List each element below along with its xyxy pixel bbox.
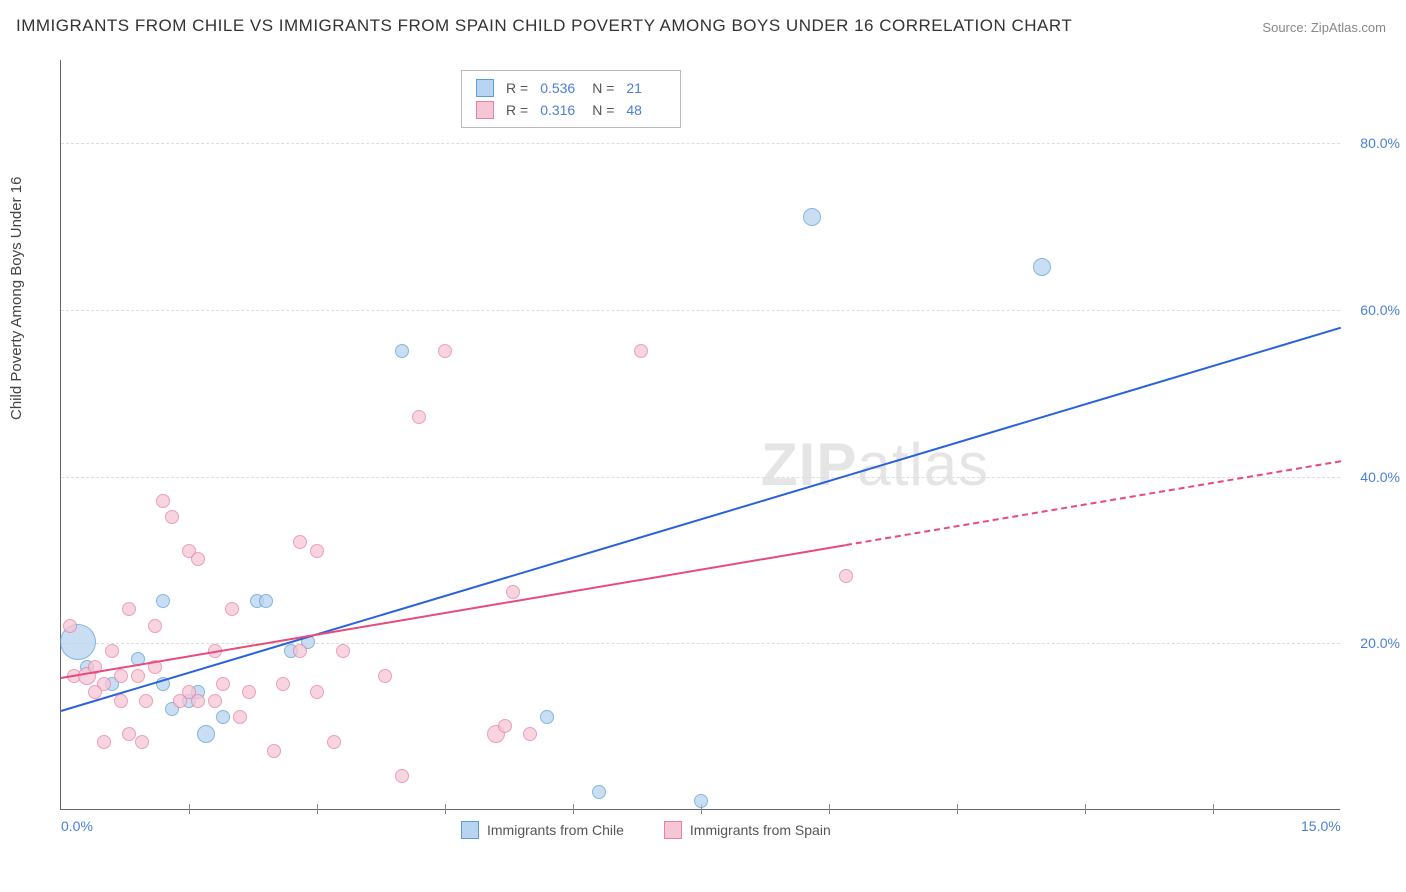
legend-stat-row: R = 0.316 N = 48 xyxy=(476,99,666,121)
data-point[interactable] xyxy=(523,727,537,741)
x-tick-label: 15.0% xyxy=(1301,818,1341,834)
data-point[interactable] xyxy=(197,725,215,743)
data-point[interactable] xyxy=(1033,258,1051,276)
legend-n-label: N = xyxy=(592,99,614,121)
legend-series-item[interactable]: Immigrants from Spain xyxy=(664,821,831,839)
legend-r-value: 0.536 xyxy=(540,77,580,99)
x-tick xyxy=(1085,804,1086,814)
data-point[interactable] xyxy=(122,727,136,741)
trend-line xyxy=(846,460,1341,546)
source-link[interactable]: ZipAtlas.com xyxy=(1311,20,1386,35)
data-point[interactable] xyxy=(216,677,230,691)
source-attribution: Source: ZipAtlas.com xyxy=(1262,20,1386,35)
trend-line xyxy=(61,327,1342,712)
data-point[interactable] xyxy=(694,794,708,808)
data-point[interactable] xyxy=(114,694,128,708)
legend-series: Immigrants from Chile Immigrants from Spa… xyxy=(461,821,831,839)
legend-swatch xyxy=(664,821,682,839)
data-point[interactable] xyxy=(156,594,170,608)
legend-n-value: 48 xyxy=(626,99,666,121)
data-point[interactable] xyxy=(327,735,341,749)
gridline xyxy=(61,310,1340,311)
data-point[interactable] xyxy=(97,735,111,749)
legend-swatch xyxy=(476,79,494,97)
x-tick xyxy=(317,804,318,814)
x-tick xyxy=(1213,804,1214,814)
gridline xyxy=(61,477,1340,478)
data-point[interactable] xyxy=(378,669,392,683)
legend-series-label: Immigrants from Spain xyxy=(690,822,831,838)
data-point[interactable] xyxy=(592,785,606,799)
data-point[interactable] xyxy=(540,710,554,724)
x-tick-label: 0.0% xyxy=(61,818,93,834)
data-point[interactable] xyxy=(634,344,648,358)
chart-title: IMMIGRANTS FROM CHILE VS IMMIGRANTS FROM… xyxy=(16,16,1072,36)
y-tick-label: 80.0% xyxy=(1345,135,1400,151)
legend-stat-row: R = 0.536 N = 21 xyxy=(476,77,666,99)
data-point[interactable] xyxy=(336,644,350,658)
data-point[interactable] xyxy=(208,694,222,708)
legend-swatch xyxy=(476,101,494,119)
data-point[interactable] xyxy=(395,769,409,783)
y-tick-label: 20.0% xyxy=(1345,635,1400,651)
data-point[interactable] xyxy=(122,602,136,616)
legend-stats: R = 0.536 N = 21 R = 0.316 N = 48 xyxy=(461,70,681,128)
data-point[interactable] xyxy=(148,619,162,633)
data-point[interactable] xyxy=(506,585,520,599)
legend-r-label: R = xyxy=(506,77,528,99)
x-tick xyxy=(829,804,830,814)
source-label: Source: xyxy=(1262,20,1307,35)
data-point[interactable] xyxy=(105,644,119,658)
chart-area: ZIPatlas R =0.536N =21R =0.316N =48 Immi… xyxy=(50,50,1350,830)
data-point[interactable] xyxy=(395,344,409,358)
legend-r-label: R = xyxy=(506,99,528,121)
data-point[interactable] xyxy=(259,594,273,608)
trend-line xyxy=(61,544,846,679)
data-point[interactable] xyxy=(310,544,324,558)
legend-r-value: 0.316 xyxy=(540,99,580,121)
x-tick xyxy=(189,804,190,814)
plot-region: ZIPatlas R =0.536N =21R =0.316N =48 Immi… xyxy=(60,60,1340,810)
data-point[interactable] xyxy=(165,510,179,524)
data-point[interactable] xyxy=(438,344,452,358)
data-point[interactable] xyxy=(191,694,205,708)
data-point[interactable] xyxy=(839,569,853,583)
data-point[interactable] xyxy=(293,535,307,549)
legend-n-label: N = xyxy=(592,77,614,99)
x-tick xyxy=(573,804,574,814)
data-point[interactable] xyxy=(88,685,102,699)
legend-swatch xyxy=(461,821,479,839)
data-point[interactable] xyxy=(412,410,426,424)
data-point[interactable] xyxy=(498,719,512,733)
data-point[interactable] xyxy=(803,208,821,226)
legend-n-value: 21 xyxy=(626,77,666,99)
data-point[interactable] xyxy=(131,669,145,683)
data-point[interactable] xyxy=(139,694,153,708)
data-point[interactable] xyxy=(114,669,128,683)
data-point[interactable] xyxy=(135,735,149,749)
y-tick-label: 40.0% xyxy=(1345,469,1400,485)
legend-series-label: Immigrants from Chile xyxy=(487,822,624,838)
data-point[interactable] xyxy=(233,710,247,724)
data-point[interactable] xyxy=(63,619,77,633)
gridline xyxy=(61,143,1340,144)
data-point[interactable] xyxy=(225,602,239,616)
data-point[interactable] xyxy=(242,685,256,699)
data-point[interactable] xyxy=(276,677,290,691)
data-point[interactable] xyxy=(216,710,230,724)
data-point[interactable] xyxy=(156,494,170,508)
data-point[interactable] xyxy=(267,744,281,758)
data-point[interactable] xyxy=(310,685,324,699)
y-tick-label: 60.0% xyxy=(1345,302,1400,318)
x-tick xyxy=(957,804,958,814)
x-tick xyxy=(445,804,446,814)
y-axis-label: Child Poverty Among Boys Under 16 xyxy=(8,177,25,420)
data-point[interactable] xyxy=(191,552,205,566)
data-point[interactable] xyxy=(293,644,307,658)
watermark: ZIPatlas xyxy=(761,430,989,499)
legend-series-item[interactable]: Immigrants from Chile xyxy=(461,821,624,839)
